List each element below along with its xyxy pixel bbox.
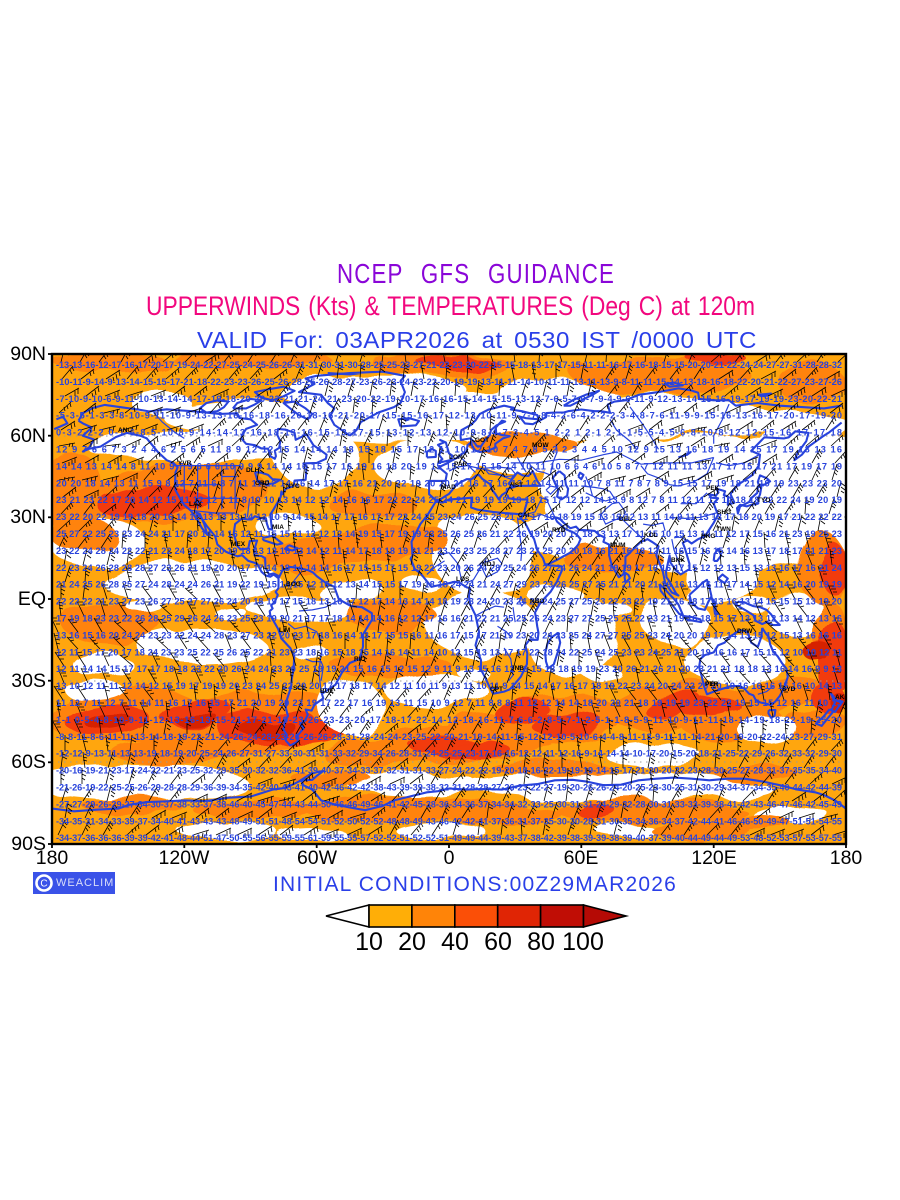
svg-text:MOW: MOW <box>532 442 549 449</box>
svg-text:12 9 7 6 6 7 3 2 4 4 6 2 5 6 5: 12 9 7 6 6 7 3 2 4 4 6 2 5 6 5 11 8 9 12… <box>56 445 842 455</box>
svg-text:21 24 25 26 28 25 27 24 28 24: 21 24 25 26 28 25 27 24 28 24 24 26 21 1… <box>56 580 842 590</box>
svg-text:GOT: GOT <box>475 437 489 444</box>
svg-text:25 27 22 25 23 23 24 24 21 17: 25 27 22 25 23 23 24 24 21 17 20 14 14 1… <box>56 529 842 539</box>
svg-text:PER: PER <box>705 681 719 688</box>
svg-text:HKG: HKG <box>701 533 715 540</box>
svg-text:SHG: SHG <box>717 509 731 516</box>
svg-text:AKL: AKL <box>835 694 848 701</box>
svg-text:TWN: TWN <box>716 526 731 533</box>
svg-text:23 22 20 22 19 19 18 20 16 14: 23 22 20 22 19 19 18 20 16 14 12 13 13 1… <box>56 512 842 522</box>
svg-text:12 11 14 14 15 17 17 17 18 18: 12 11 14 14 15 17 17 17 18 18 23 22 20 2… <box>56 664 842 674</box>
svg-text:-5-3-5-1-3-3-8-10-9-11-10-9-13: -5-3-5-1-3-3-8-10-9-11-10-9-13-13-16-16-… <box>56 411 842 421</box>
svg-text:20 20 18 14 13 11 15 9 8 12 7: 20 20 18 14 13 11 15 9 8 12 7 11 6 8 7 1… <box>56 478 842 488</box>
svg-text:NBO: NBO <box>530 598 544 605</box>
svg-text:BKK: BKK <box>671 557 685 564</box>
svg-text:1-1 0-5-4-8-10-9-11-12-13-16-1: 1-1 0-5-4-8-10-9-11-12-13-16-13-15-21-17… <box>56 715 842 725</box>
svg-text:MAD: MAD <box>441 484 456 491</box>
svg-text:ORD: ORD <box>255 480 270 487</box>
svg-text:LAX: LAX <box>189 501 203 508</box>
svg-text:13 16 15 16 20 24 24 23 23 22: 13 16 15 16 20 24 24 23 23 22 24 24 28 2… <box>56 630 842 640</box>
svg-text:YVR: YVR <box>178 460 192 467</box>
svg-text:JNB: JNB <box>511 665 524 672</box>
svg-text:22 23 24 26 28 28 28 27 23 26: 22 23 24 26 28 28 28 27 23 26 21 19 20 2… <box>56 563 843 573</box>
svg-text:MIA: MIA <box>272 524 284 531</box>
svg-text:0-3-2-2-2 0-1-6-8-5-10-8-9-14-: 0-3-2-2-2 0-1-6-8-5-10-8-9-14-14-13-16-1… <box>56 428 842 438</box>
svg-text:LIM: LIM <box>279 627 290 634</box>
svg-text:-27-27-29-26-29-27-34-30-37-38: -27-27-29-26-29-27-34-30-37-38-33-37-38-… <box>56 799 842 809</box>
svg-text:SYD: SYD <box>782 686 796 693</box>
svg-text:DLH: DLH <box>246 467 260 474</box>
svg-text:SCL: SCL <box>293 685 306 692</box>
svg-text:PEK: PEK <box>706 485 720 492</box>
svg-text:DEL: DEL <box>619 516 632 523</box>
svg-text:12 11 15 17 20 17 18 24 23 23: 12 11 15 17 20 17 18 24 23 23 25 22 25 2… <box>56 647 842 657</box>
svg-text:-34-35-31-34-33-39-37-34-40-41: -34-35-31-34-33-39-37-34-40-41-43-43-43-… <box>56 816 842 826</box>
svg-text:KOL: KOL <box>644 532 658 539</box>
svg-text:22 22 22 21 23 27 23 26 27 25: 22 22 22 21 23 27 23 26 27 25 27 27 26 2… <box>56 597 842 607</box>
svg-text:MUM: MUM <box>610 542 626 549</box>
svg-text:IST: IST <box>513 482 523 489</box>
svg-text:DRW: DRW <box>737 628 753 635</box>
svg-text:-21-26-19-22-25-25-26-29-28-28: -21-26-19-22-25-25-26-29-28-28-29-36-39-… <box>56 783 842 793</box>
svg-text:BOG: BOG <box>286 581 301 588</box>
svg-text:ANC: ANC <box>118 427 132 434</box>
svg-text:-7-10-9-10-6-9-11-10-13-14-14-: -7-10-9-10-6-9-11-10-13-14-14-17-19-18-2… <box>56 394 842 404</box>
svg-text:-20-16-19-21-23-17-24-22-21-23: -20-16-19-21-23-17-24-22-21-23-25-32-29-… <box>56 766 842 776</box>
svg-text:TYO: TYO <box>757 497 770 504</box>
svg-text:LOS: LOS <box>456 576 470 583</box>
svg-text:13 10 12 11 11 12 14 12 15 19: 13 10 12 11 11 12 14 12 15 19 17 19 19 2… <box>56 681 842 691</box>
svg-text:RIO: RIO <box>354 656 366 663</box>
svg-text:-12-12-9-13-11-13-13-19-18-19-: -12-12-9-13-11-13-13-19-18-19-20-25-24-2… <box>56 749 842 759</box>
svg-text:LON: LON <box>449 454 463 461</box>
svg-text:RYD: RYD <box>552 527 566 534</box>
svg-text:-34-37-36-36-36-39-39-42-41-48: -34-37-36-36-36-39-39-42-41-48-44-51-47-… <box>56 833 842 843</box>
svg-text:CAI: CAI <box>518 512 529 519</box>
svg-text:23 22 24 28 24 22 22 21 22 24: 23 22 24 28 24 22 22 21 22 24 18 17 20 1… <box>56 546 842 556</box>
svg-text:14 14 13 14 14 8 11 10 9 7 9 6: 14 14 13 14 14 8 11 10 9 7 9 6 6 6 10 9 … <box>56 461 842 471</box>
svg-text:PAR: PAR <box>454 461 468 468</box>
svg-text:BUE: BUE <box>320 688 334 695</box>
svg-text:23 21 23 22 17 20 14 12 15 11: 23 21 23 22 17 20 14 12 15 11 12 12 7 11… <box>56 495 842 505</box>
svg-text:17 19 18 23 23 22 26 28 25 29: 17 19 18 23 23 22 26 28 25 29 26 24 26 2… <box>56 614 842 624</box>
svg-text:NDJ: NDJ <box>482 561 495 568</box>
svg-text:MEX: MEX <box>231 541 246 548</box>
svg-text:CPT: CPT <box>490 686 503 693</box>
svg-text:-10-11-9-14-9-13-14-15-15-17-2: -10-11-9-14-9-13-14-15-15-17-21-18-22-23… <box>56 377 842 387</box>
svg-text:-8-8-11-8-6-11-11-13-14-18-19-: -8-8-11-8-6-11-11-13-14-18-19-22-21-24-2… <box>56 732 842 742</box>
svg-text:C: C <box>40 879 47 890</box>
svg-text:11 12 7 11 12 7 11 14 11 16 17: 11 12 7 11 12 7 11 14 11 16 17 16 15 17 … <box>56 698 842 708</box>
svg-text:-13-13-16-12-17-16-17-20-17-19: -13-13-16-12-17-16-17-20-17-19-24-22-27-… <box>56 360 842 370</box>
svg-text:NYC: NYC <box>286 483 300 490</box>
svg-text:PTH: PTH <box>705 681 718 688</box>
